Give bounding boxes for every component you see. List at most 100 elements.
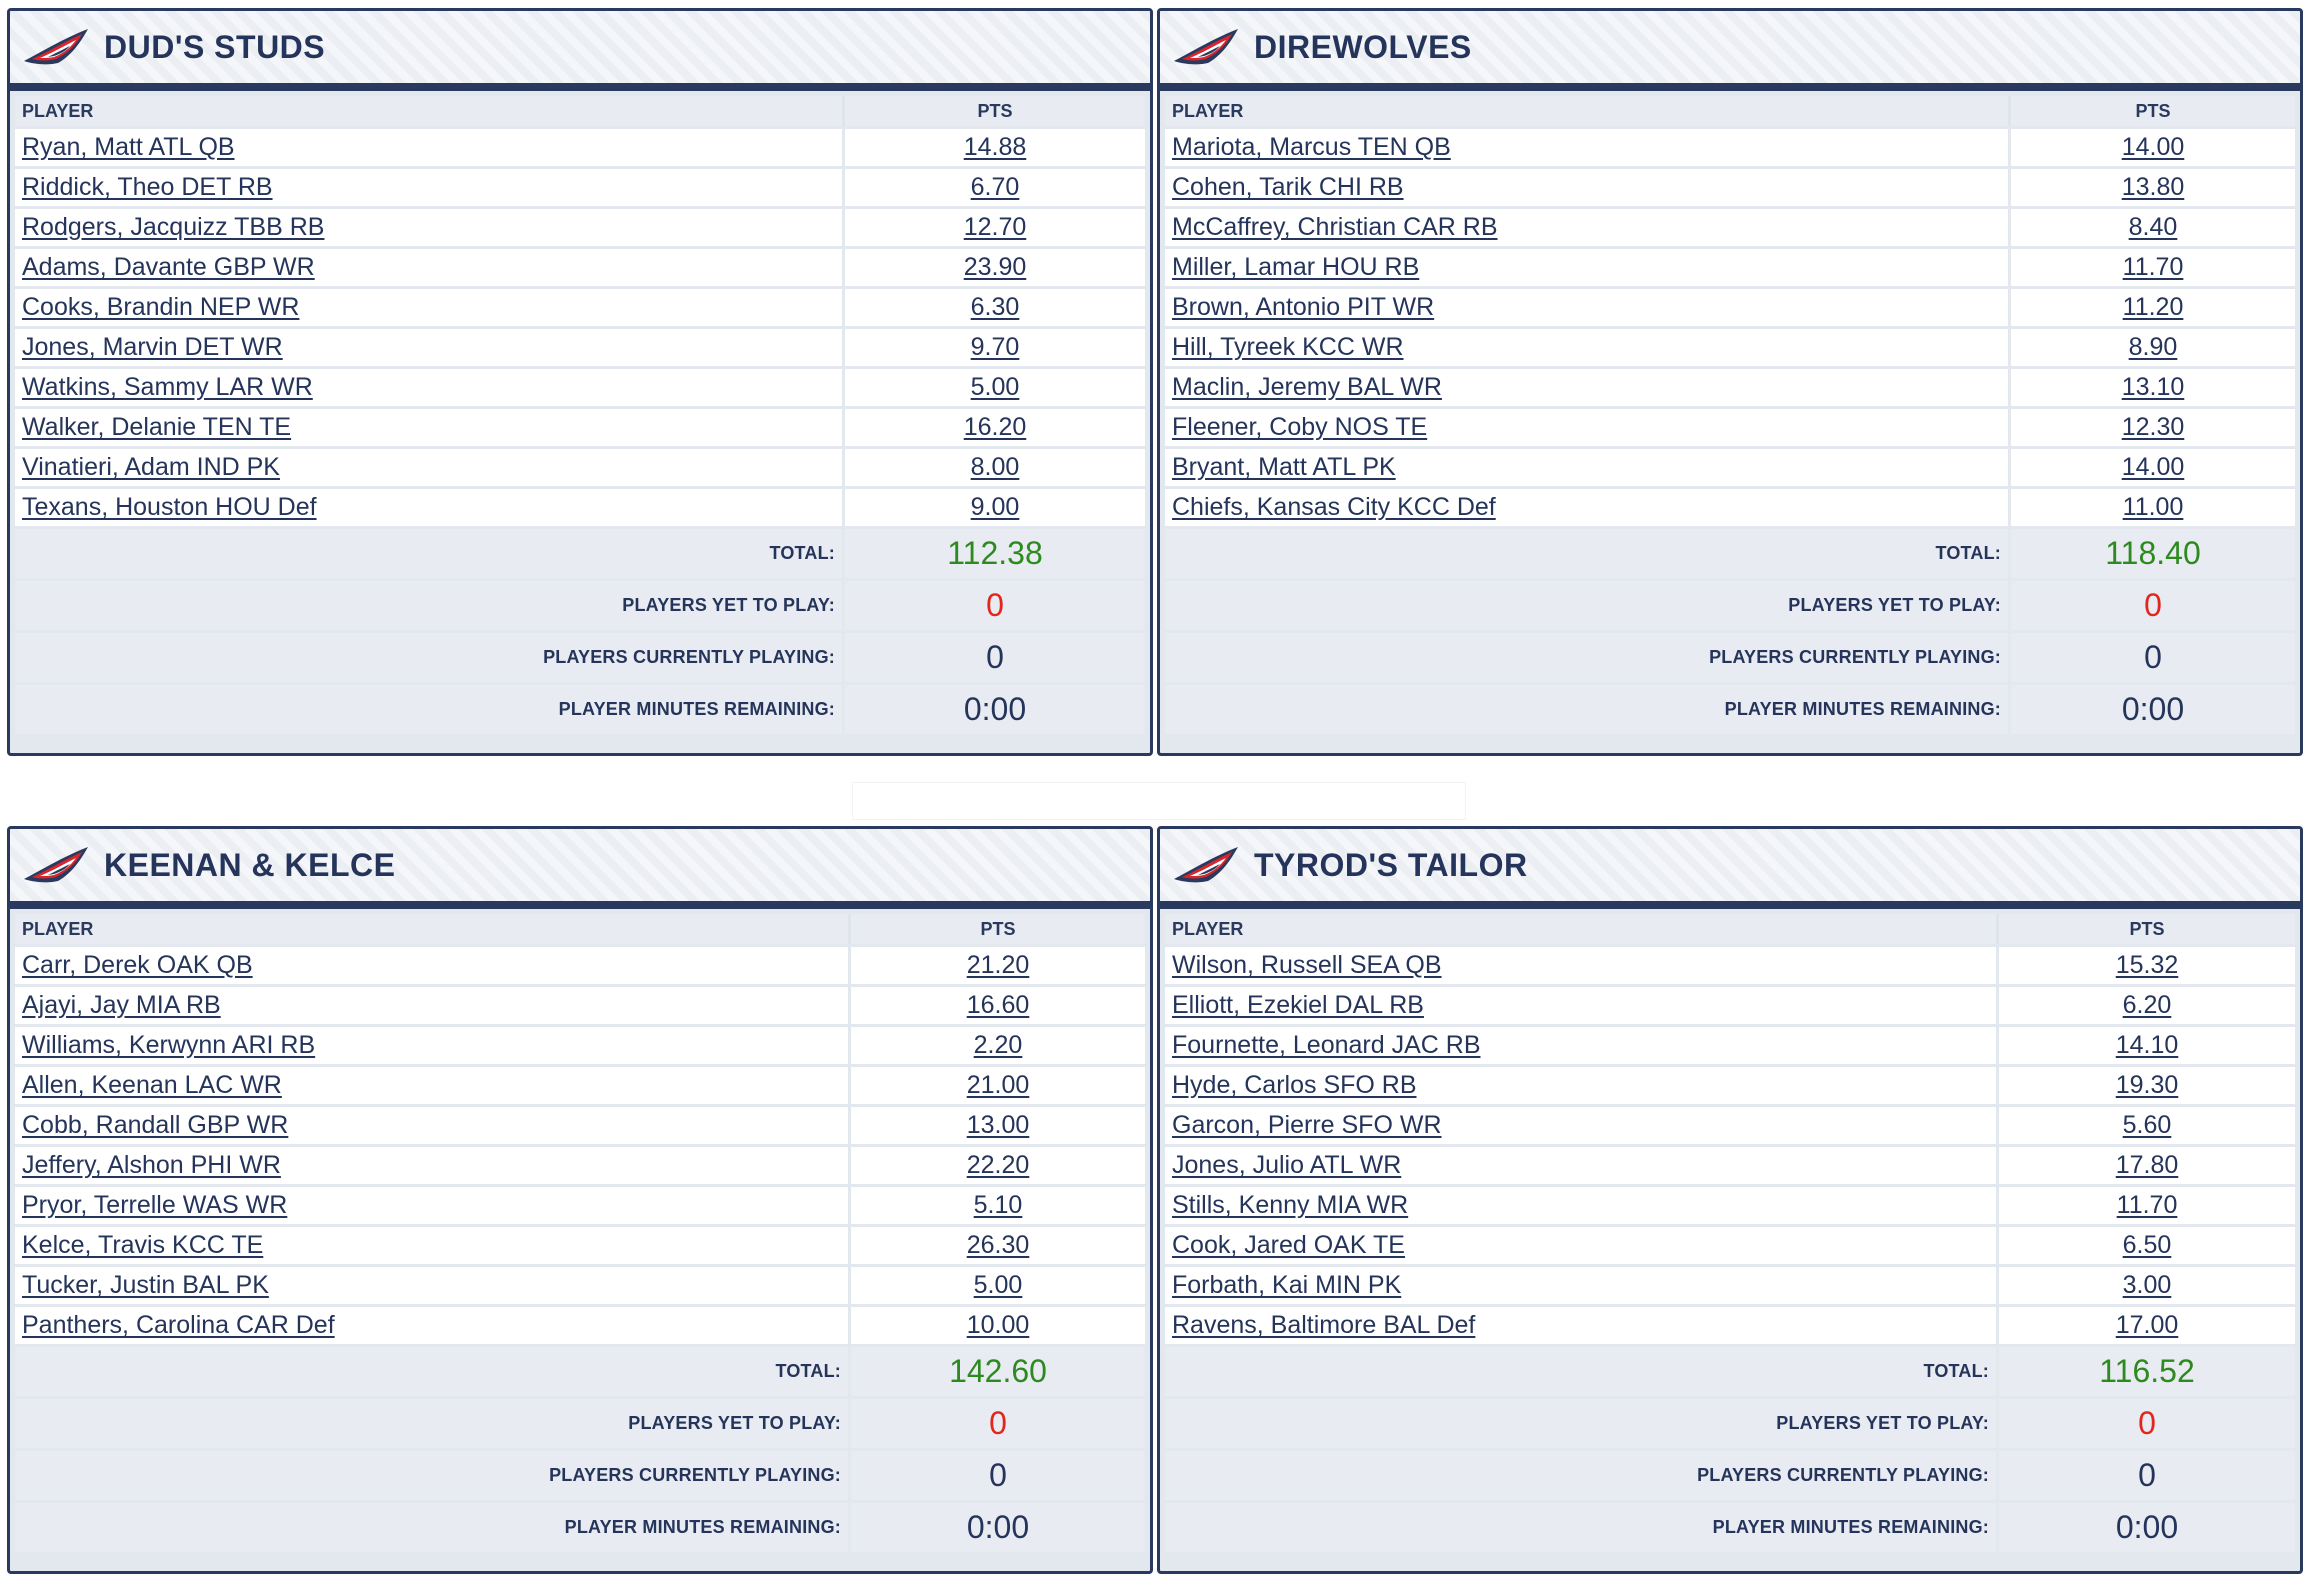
points-link[interactable]: 2.20: [973, 1031, 1023, 1059]
points-link[interactable]: 23.90: [963, 253, 1027, 281]
points-link[interactable]: 16.20: [963, 413, 1027, 441]
player-cell: Hill, Tyreek KCC WR: [1165, 329, 2008, 366]
player-link[interactable]: Stills, Kenny MIA WR: [1172, 1191, 1409, 1219]
player-cell: Adams, Davante GBP WR: [15, 249, 842, 286]
points-link[interactable]: 15.32: [2115, 951, 2179, 979]
points-link[interactable]: 26.30: [966, 1231, 1030, 1259]
player-link[interactable]: Hill, Tyreek KCC WR: [1172, 333, 1404, 361]
player-cell: Ryan, Matt ATL QB: [15, 129, 842, 166]
total-row: TOTAL: 116.52: [1165, 1347, 2295, 1396]
points-link[interactable]: 6.30: [970, 293, 1020, 321]
player-link[interactable]: Fleener, Coby NOS TE: [1172, 413, 1428, 441]
player-link[interactable]: Tucker, Justin BAL PK: [22, 1271, 269, 1299]
team-header: DIREWOLVES: [1160, 11, 2300, 91]
points-link[interactable]: 12.70: [963, 213, 1027, 241]
points-link[interactable]: 5.00: [973, 1271, 1023, 1299]
player-link[interactable]: Fournette, Leonard JAC RB: [1172, 1031, 1481, 1059]
player-link[interactable]: Wilson, Russell SEA QB: [1172, 951, 1442, 979]
player-link[interactable]: McCaffrey, Christian CAR RB: [1172, 213, 1498, 241]
player-link[interactable]: Watkins, Sammy LAR WR: [22, 373, 313, 401]
player-link[interactable]: Chiefs, Kansas City KCC Def: [1172, 493, 1496, 521]
points-link[interactable]: 10.00: [966, 1311, 1030, 1339]
points-link[interactable]: 21.20: [966, 951, 1030, 979]
player-link[interactable]: Bryant, Matt ATL PK: [1172, 453, 1396, 481]
player-link[interactable]: Jones, Marvin DET WR: [22, 333, 283, 361]
player-link[interactable]: Hyde, Carlos SFO RB: [1172, 1071, 1417, 1099]
points-link[interactable]: 11.20: [2122, 293, 2184, 321]
points-link[interactable]: 8.90: [2128, 333, 2178, 361]
points-link[interactable]: 9.70: [970, 333, 1020, 361]
team-name: DIREWOLVES: [1254, 28, 1472, 65]
player-cell: Brown, Antonio PIT WR: [1165, 289, 2008, 326]
points-link[interactable]: 9.00: [970, 493, 1020, 521]
points-link[interactable]: 13.10: [2121, 373, 2185, 401]
player-link[interactable]: Miller, Lamar HOU RB: [1172, 253, 1420, 281]
points-link[interactable]: 13.80: [2121, 173, 2185, 201]
player-row: Jones, Julio ATL WR 17.80: [1165, 1147, 2295, 1184]
points-column-header: PTS: [1996, 914, 2295, 944]
points-link[interactable]: 14.88: [963, 133, 1027, 161]
player-link[interactable]: Ajayi, Jay MIA RB: [22, 991, 221, 1019]
player-link[interactable]: Carr, Derek OAK QB: [22, 951, 253, 979]
player-link[interactable]: Vinatieri, Adam IND PK: [22, 453, 280, 481]
points-link[interactable]: 17.80: [2115, 1151, 2179, 1179]
player-link[interactable]: Kelce, Travis KCC TE: [22, 1231, 264, 1259]
player-link[interactable]: Cobb, Randall GBP WR: [22, 1111, 289, 1139]
player-link[interactable]: Forbath, Kai MIN PK: [1172, 1271, 1402, 1299]
points-link[interactable]: 5.10: [973, 1191, 1023, 1219]
player-link[interactable]: Riddick, Theo DET RB: [22, 173, 273, 201]
points-link[interactable]: 11.70: [2116, 1191, 2178, 1219]
points-link[interactable]: 22.20: [966, 1151, 1030, 1179]
points-link[interactable]: 21.00: [966, 1071, 1030, 1099]
yet-to-play-label: PLAYERS YET TO PLAY:: [15, 581, 842, 630]
total-label: TOTAL:: [1165, 529, 2008, 578]
player-link[interactable]: Walker, Delanie TEN TE: [22, 413, 292, 441]
player-link[interactable]: Brown, Antonio PIT WR: [1172, 293, 1435, 321]
points-link[interactable]: 11.00: [2122, 493, 2184, 521]
points-cell: 11.00: [2008, 489, 2295, 526]
player-link[interactable]: Pryor, Terrelle WAS WR: [22, 1191, 288, 1219]
points-cell: 8.90: [2008, 329, 2295, 366]
player-link[interactable]: Texans, Houston HOU Def: [22, 493, 317, 521]
points-link[interactable]: 5.00: [970, 373, 1020, 401]
points-link[interactable]: 6.20: [2122, 991, 2172, 1019]
points-cell: 19.30: [1996, 1067, 2295, 1104]
yet-to-play-row: PLAYERS YET TO PLAY: 0: [15, 1399, 1145, 1448]
points-link[interactable]: 16.60: [966, 991, 1030, 1019]
player-link[interactable]: Williams, Kerwynn ARI RB: [22, 1031, 316, 1059]
points-link[interactable]: 6.70: [970, 173, 1020, 201]
points-link[interactable]: 14.00: [2121, 453, 2185, 481]
player-link[interactable]: Jones, Julio ATL WR: [1172, 1151, 1402, 1179]
points-link[interactable]: 14.00: [2121, 133, 2185, 161]
player-link[interactable]: Elliott, Ezekiel DAL RB: [1172, 991, 1424, 1019]
player-cell: Chiefs, Kansas City KCC Def: [1165, 489, 2008, 526]
points-link[interactable]: 13.00: [966, 1111, 1030, 1139]
points-link[interactable]: 12.30: [2121, 413, 2185, 441]
points-link[interactable]: 6.50: [2122, 1231, 2172, 1259]
player-link[interactable]: Cooks, Brandin NEP WR: [22, 293, 300, 321]
player-link[interactable]: Maclin, Jeremy BAL WR: [1172, 373, 1442, 401]
points-link[interactable]: 8.00: [970, 453, 1020, 481]
player-link[interactable]: Ryan, Matt ATL QB: [22, 133, 235, 161]
player-link[interactable]: Garcon, Pierre SFO WR: [1172, 1111, 1442, 1139]
player-link[interactable]: Adams, Davante GBP WR: [22, 253, 315, 281]
player-link[interactable]: Panthers, Carolina CAR Def: [22, 1311, 335, 1339]
points-link[interactable]: 3.00: [2122, 1271, 2172, 1299]
points-link[interactable]: 11.70: [2122, 253, 2184, 281]
points-link[interactable]: 5.60: [2122, 1111, 2172, 1139]
player-link[interactable]: Rodgers, Jacquizz TBB RB: [22, 213, 325, 241]
player-cell: Wilson, Russell SEA QB: [1165, 947, 1996, 984]
currently-playing-row: PLAYERS CURRENTLY PLAYING: 0: [15, 1451, 1145, 1500]
points-link[interactable]: 17.00: [2115, 1311, 2179, 1339]
player-cell: Riddick, Theo DET RB: [15, 169, 842, 206]
player-link[interactable]: Cook, Jared OAK TE: [1172, 1231, 1405, 1259]
points-link[interactable]: 19.30: [2115, 1071, 2179, 1099]
player-link[interactable]: Mariota, Marcus TEN QB: [1172, 133, 1451, 161]
player-link[interactable]: Jeffery, Alshon PHI WR: [22, 1151, 281, 1179]
player-link[interactable]: Allen, Keenan LAC WR: [22, 1071, 282, 1099]
player-link[interactable]: Cohen, Tarik CHI RB: [1172, 173, 1404, 201]
points-link[interactable]: 14.10: [2115, 1031, 2179, 1059]
points-link[interactable]: 8.40: [2128, 213, 2178, 241]
player-link[interactable]: Ravens, Baltimore BAL Def: [1172, 1311, 1476, 1339]
player-cell: Hyde, Carlos SFO RB: [1165, 1067, 1996, 1104]
